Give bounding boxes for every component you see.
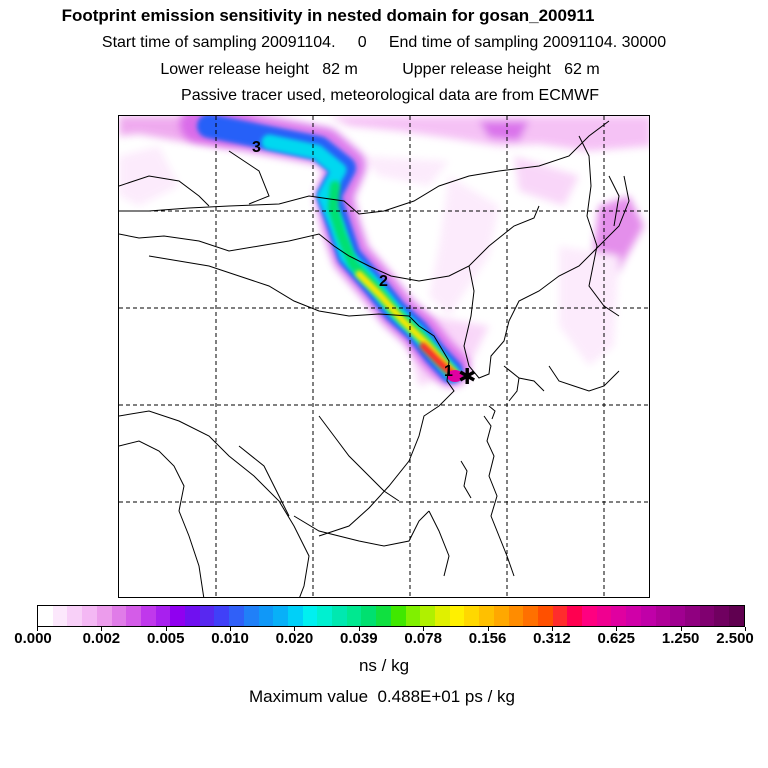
colorbar-segment — [640, 606, 656, 626]
colorbar-tick-label: 0.005 — [146, 630, 185, 647]
colorbar-segment — [67, 606, 83, 626]
coastlines-boundaries — [119, 120, 630, 597]
colorbar-tick — [358, 627, 360, 631]
colorbar-tick — [745, 627, 746, 631]
marker-1: 1 — [444, 363, 453, 380]
colorbar-segment — [140, 606, 156, 626]
colorbar-tick — [294, 627, 296, 631]
colorbar-segment — [317, 606, 333, 626]
colorbar-segment — [552, 606, 568, 626]
colorbar-segment — [96, 606, 112, 626]
colorbar-segment — [111, 606, 127, 626]
colorbar-segment — [126, 606, 141, 626]
colorbar-tick-label: 0.039 — [340, 630, 378, 647]
colorbar-segment — [611, 606, 627, 626]
lat-lon-grid — [119, 116, 649, 597]
colorbar-segment — [493, 606, 509, 626]
colorbar-tick — [101, 627, 103, 631]
marker-3: 3 — [252, 139, 261, 156]
colorbar-tick-label: 0.002 — [82, 630, 121, 647]
colorbar-tick — [551, 627, 553, 631]
colorbar-segment — [405, 606, 421, 626]
plume-source-magenta — [447, 370, 463, 382]
colorbar-tick-label: 0.000 — [14, 630, 52, 647]
receptor-star-icon: ✱ — [458, 365, 476, 390]
colorbar-segment — [273, 606, 288, 626]
sensitivity-faint-areas — [119, 116, 649, 386]
colorbar-segment — [170, 606, 186, 626]
colorbar-segment — [52, 606, 68, 626]
colorbar-segment — [155, 606, 171, 626]
colorbar-segment — [82, 606, 97, 626]
marker-2: 2 — [379, 273, 388, 290]
colorbar-segment — [434, 606, 450, 626]
colorbar-segment — [185, 606, 200, 626]
colorbar-segment — [508, 606, 524, 626]
colorbar-segment — [596, 606, 612, 626]
colorbar-tick — [423, 627, 425, 631]
colorbar-segment — [582, 606, 597, 626]
colorbar-tick-label: 0.010 — [211, 630, 249, 647]
colorbar-segment — [287, 606, 303, 626]
colorbar-segment — [229, 606, 244, 626]
colorbar-segment — [199, 606, 215, 626]
units-label: ns / kg — [358, 656, 410, 675]
tracer-info-line: Passive tracer used, meteorological data… — [181, 87, 599, 104]
colorbar-tick — [616, 627, 618, 631]
colorbar-segment — [714, 606, 730, 626]
colorbar-segment — [699, 606, 715, 626]
colorbar-segment — [302, 606, 318, 626]
colorbar-tick-label: 0.312 — [533, 630, 571, 647]
footprint-map: 1 2 3 ✱ — [118, 115, 650, 598]
colorbar-tick — [487, 627, 489, 631]
colorbar-segment — [449, 606, 465, 626]
colorbar-segment — [523, 606, 538, 626]
colorbar-tick — [230, 627, 232, 631]
colorbar — [37, 605, 745, 627]
colorbar-segment — [420, 606, 435, 626]
colorbar-tick — [680, 627, 682, 631]
colorbar-segment — [464, 606, 480, 626]
colorbar-tick-label: 1.250 — [661, 630, 700, 647]
colorbar-tick-label: 0.078 — [404, 630, 442, 647]
release-height-line: Lower release height 82 m Upper release … — [160, 61, 600, 78]
colorbar-segment — [376, 606, 391, 626]
colorbar-tick — [165, 627, 167, 631]
colorbar-segment — [655, 606, 671, 626]
colorbar-segment — [537, 606, 553, 626]
colorbar-tick-label: 0.625 — [597, 630, 636, 647]
colorbar-segment — [214, 606, 230, 626]
colorbar-segment — [729, 606, 744, 626]
colorbar-segment — [346, 606, 362, 626]
colorbar-segment — [243, 606, 259, 626]
colorbar-segment — [332, 606, 347, 626]
chart-title: Footprint emission sensitivity in nested… — [61, 6, 595, 25]
sampling-time-line: Start time of sampling 20091104. 0 End t… — [101, 34, 667, 51]
colorbar-segment — [670, 606, 685, 626]
colorbar-tick-label: 0.156 — [468, 630, 507, 647]
colorbar-segment — [38, 606, 53, 626]
colorbar-segment — [684, 606, 700, 626]
colorbar-segment — [390, 606, 406, 626]
colorbar-segment — [258, 606, 274, 626]
colorbar-segment — [479, 606, 494, 626]
colorbar-segment — [567, 606, 583, 626]
maximum-value-label: Maximum value 0.488E+01 ps / kg — [249, 687, 515, 706]
colorbar-segment — [361, 606, 377, 626]
colorbar-tick — [37, 627, 38, 631]
map-canvas: 1 2 3 ✱ — [119, 116, 649, 597]
colorbar-segment — [626, 606, 641, 626]
colorbar-tick-label: 2.500 — [716, 630, 754, 647]
colorbar-tick-label: 0.020 — [275, 630, 314, 647]
